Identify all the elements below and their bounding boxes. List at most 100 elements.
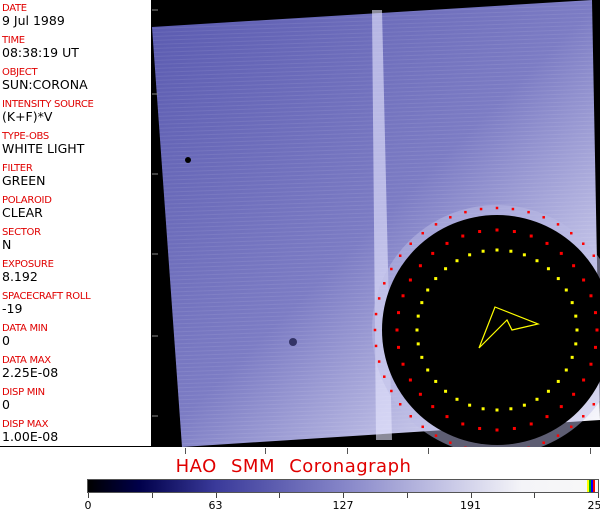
colorbar-tick [470, 493, 472, 498]
metadata-value: 9 Jul 1989 [2, 13, 65, 28]
metadata-field: INTENSITY SOURCE (K+F)*V [2, 99, 94, 124]
overlay-dot [595, 328, 599, 332]
metadata-value: 1.00E-08 [2, 429, 59, 444]
colorbar-tick [343, 493, 344, 498]
overlay-dot [529, 422, 533, 426]
overlay-dot [556, 277, 560, 281]
metadata-field: DISP MAX 1.00E-08 [2, 419, 58, 444]
overlay-dot [377, 360, 381, 363]
metadata-label: DATE [2, 3, 27, 14]
overlay-dot [495, 248, 499, 252]
overlay-dot [529, 234, 533, 238]
overlay-dot [431, 405, 435, 409]
overlay-dot [420, 355, 424, 359]
colorbar-yellow [587, 480, 589, 492]
overlay-dot [434, 277, 438, 281]
overlay-dot [593, 311, 597, 315]
overlay-dot [455, 259, 459, 263]
metadata-label: DISP MIN [2, 387, 45, 398]
overlay-dot [409, 415, 412, 418]
overlay-dot [445, 415, 449, 419]
metadata-field: OBJECT SUN:CORONA [2, 67, 88, 92]
overlay-dot [582, 278, 586, 282]
overlay-dot [556, 434, 560, 437]
coronagraph-image [152, 0, 600, 447]
overlay-dot [434, 379, 438, 383]
overlay-dot [383, 282, 386, 285]
overlay-dot [481, 249, 485, 253]
overlay-dot [461, 422, 465, 426]
overlay-dot [574, 314, 578, 318]
metadata-field: DATE 9 Jul 1989 [2, 3, 65, 28]
overlay-dot [390, 267, 393, 271]
overlay-dot [495, 408, 499, 412]
overlay-dot [542, 216, 545, 219]
metadata-field: TIME 08:38:19 UT [2, 35, 79, 60]
metadata-value: WHITE LIGHT [2, 141, 85, 156]
overlay-dot [495, 206, 499, 210]
overlay-dot [570, 301, 574, 305]
metadata-field: DATA MIN 0 [2, 323, 48, 348]
overlay-dot [511, 207, 515, 211]
overlay-dot [421, 231, 424, 235]
overlay-dot [542, 441, 545, 444]
metadata-label: FILTER [2, 163, 33, 174]
colorbar-tick [151, 493, 153, 498]
colorbar-blue [591, 480, 593, 492]
colorbar-tick-label: 63 [208, 499, 223, 512]
overlay-dot [401, 294, 405, 298]
overlay-dot [564, 288, 568, 292]
metadata-label: DATA MIN [2, 323, 48, 334]
metadata-value: 0 [2, 397, 10, 412]
overlay-dot [449, 441, 452, 444]
overlay-dot [589, 294, 593, 298]
occulting-disk [382, 215, 600, 445]
metadata-panel: DATE 9 Jul 1989 TIME 08:38:19 UT OBJECT SUN:C… [0, 0, 152, 447]
colorbar-tick-label: 191 [460, 499, 481, 512]
metadata-value: -19 [2, 301, 23, 316]
overlay-dot [426, 368, 430, 372]
metadata-label: TIME [2, 35, 25, 46]
overlay-dot [559, 251, 563, 255]
overlay-dot [509, 407, 513, 411]
plot-title: HAO SMM Coronagraph [0, 456, 600, 477]
overlay-dot [373, 328, 377, 332]
overlay-dot [418, 264, 422, 268]
overlay-dot [418, 392, 422, 396]
overlay-dot [570, 355, 574, 359]
overlay-dot [559, 405, 563, 409]
metadata-value: 08:38:19 UT [2, 45, 79, 60]
overlay-dot [522, 253, 526, 257]
overlay-dot [420, 301, 424, 305]
overlay-dot [421, 425, 424, 429]
metadata-value: 8.192 [2, 269, 38, 284]
colorbar-tick [279, 493, 281, 498]
metadata-label: SECTOR [2, 227, 41, 238]
colorbar-tick-label: 127 [332, 499, 354, 512]
overlay-dot [426, 288, 430, 292]
metadata-value: SUN:CORONA [2, 77, 88, 92]
overlay-dot [572, 264, 576, 268]
overlay-dot [592, 254, 596, 257]
overlay-dot [522, 403, 526, 407]
overlay-dot [397, 311, 401, 315]
overlay-dot [574, 342, 578, 346]
overlay-dot [398, 254, 402, 257]
metadata-label: DATA MAX [2, 355, 51, 366]
overlay-dot [556, 379, 560, 383]
overlay-dot [416, 314, 420, 318]
overlay-dot [401, 362, 405, 366]
colorbar-tick [88, 493, 89, 498]
colorbar-tick [406, 493, 408, 498]
colorbar-red [593, 480, 595, 492]
overlay-dot [546, 267, 550, 271]
overlay-dot [444, 389, 448, 393]
yellow-outline [478, 306, 541, 349]
overlay-dot [509, 249, 513, 253]
colorbar [87, 479, 599, 493]
overlay-dot [445, 241, 449, 245]
overlay-dot [582, 378, 586, 382]
colorbar-tick-label: 255 [587, 499, 600, 512]
metadata-field: SECTOR N [2, 227, 41, 252]
overlay-dot [408, 278, 412, 282]
